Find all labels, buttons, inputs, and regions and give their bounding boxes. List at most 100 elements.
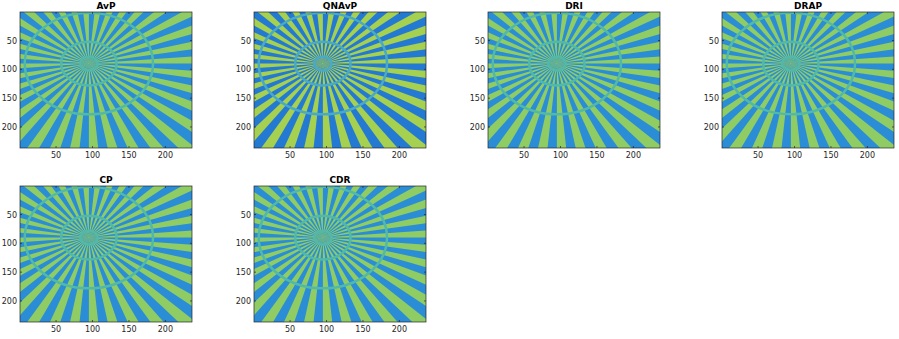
y-tick [488,40,490,41]
x-tick [128,12,129,14]
y-tick-label: 200 [2,297,17,306]
ring [61,216,116,260]
x-tick [794,146,795,148]
frame [20,186,192,322]
title: CP [99,175,113,185]
panel: 50 100 150 200 50 100 150 200 CP [0,0,526,339]
panel: 5010015020050100150200DRI [120,0,899,339]
x-tick-label: 50 [285,325,295,334]
x-tick [165,146,166,148]
y-tick-label: 100 [236,239,251,248]
x-tick-label: 200 [392,325,407,334]
y-tick-label: 100 [470,65,485,74]
y-tick [722,40,724,41]
y-tick [658,69,660,70]
x-tick [362,186,363,188]
ring [548,57,565,71]
y-tick-label: 50 [475,37,485,46]
x-tick-label: 150 [823,151,838,160]
x-tick-label: 150 [355,325,370,334]
y-tick-label: 50 [709,37,719,46]
y-tick [20,40,22,41]
x-tick [867,146,868,148]
x-tick [92,12,93,14]
x-tick [92,146,93,148]
y-tick [424,98,426,99]
y-tick [254,126,256,127]
image [254,12,426,148]
y-tick [658,40,660,41]
image [20,186,192,322]
x-tick [758,146,759,148]
y-tick [190,300,192,301]
panel: 5010015020050100150200DRAP [354,0,899,339]
title: QNAvP [323,1,358,11]
y-tick [20,214,22,215]
y-tick [424,300,426,301]
y-tick-label: 200 [236,297,251,306]
x-tick [524,146,525,148]
x-tick [633,146,634,148]
y-tick [254,272,256,273]
image [254,186,426,322]
panel: 5010015020050100150200CDR [0,0,760,339]
x-tick [362,320,363,322]
spoke [323,186,426,238]
x-tick [596,12,597,14]
ring [529,42,584,86]
y-tick-label: 150 [2,94,17,103]
y-tick [424,272,426,273]
y-tick [424,214,426,215]
y-tick [20,98,22,99]
y-tick [658,98,660,99]
x-tick [128,146,129,148]
y-tick [254,69,256,70]
ring [80,231,97,245]
x-tick-label: 100 [553,151,568,160]
x-tick [56,186,57,188]
x-tick [56,12,57,14]
y-tick [254,40,256,41]
y-tick [190,272,192,273]
x-tick [596,146,597,148]
x-tick [362,146,363,148]
y-tick [190,98,192,99]
x-tick [524,12,525,14]
x-tick [633,12,634,14]
y-tick-label: 100 [704,65,719,74]
ring [259,187,387,288]
ring [61,42,116,86]
x-tick-label: 50 [519,151,529,160]
x-tick [56,320,57,322]
y-tick [254,98,256,99]
x-tick [165,186,166,188]
x-tick-label: 150 [355,151,370,160]
x-tick [92,320,93,322]
x-tick [326,320,327,322]
y-tick [190,40,192,41]
y-tick [254,214,256,215]
x-tick [326,146,327,148]
y-tick [254,300,256,301]
y-tick-label: 50 [241,211,251,220]
y-tick-label: 200 [470,123,485,132]
y-tick [892,126,894,127]
y-tick [424,243,426,244]
figure: 5010015020050100150200AvP501001502005010… [0,0,899,339]
y-tick [190,243,192,244]
spoke [557,12,660,64]
y-tick [424,69,426,70]
ring [25,13,153,114]
y-tick [424,126,426,127]
y-tick [424,40,426,41]
x-tick-label: 200 [860,151,875,160]
y-tick [722,98,724,99]
x-tick [128,186,129,188]
x-tick [165,12,166,14]
ring [259,13,387,114]
x-tick-label: 150 [121,325,136,334]
spoke [791,12,894,64]
x-tick-label: 200 [158,325,173,334]
y-tick-label: 200 [2,123,17,132]
y-tick-label: 150 [704,94,719,103]
